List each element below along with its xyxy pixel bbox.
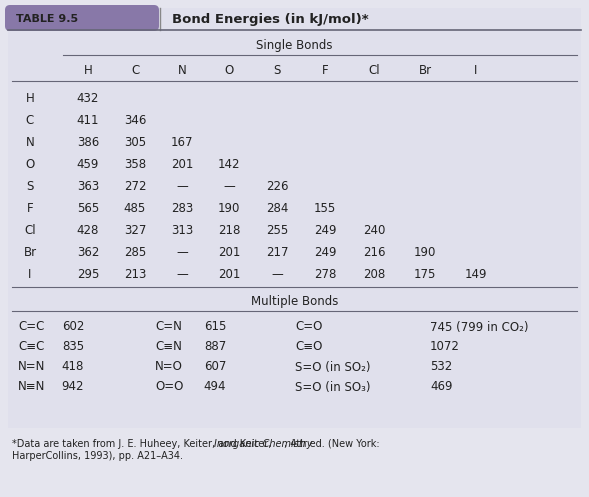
Text: 167: 167 (171, 137, 193, 150)
Text: 255: 255 (266, 225, 288, 238)
Text: S: S (273, 65, 281, 78)
Text: 216: 216 (363, 247, 385, 259)
Text: 149: 149 (465, 268, 487, 281)
Text: —: — (176, 247, 188, 259)
Text: 283: 283 (171, 202, 193, 216)
FancyBboxPatch shape (8, 22, 156, 28)
Text: C≡C: C≡C (18, 340, 44, 353)
Text: C: C (26, 114, 34, 128)
Text: 313: 313 (171, 225, 193, 238)
Text: 240: 240 (363, 225, 385, 238)
Text: Cl: Cl (24, 225, 36, 238)
Text: Bond Energies (in kJ/mol)*: Bond Energies (in kJ/mol)* (172, 12, 369, 25)
Text: N=N: N=N (18, 360, 45, 374)
Text: 190: 190 (218, 202, 240, 216)
Text: 327: 327 (124, 225, 146, 238)
Text: 226: 226 (266, 180, 288, 193)
Text: 249: 249 (314, 247, 336, 259)
Text: 386: 386 (77, 137, 99, 150)
Text: 602: 602 (62, 321, 84, 333)
Text: 305: 305 (124, 137, 146, 150)
Text: N: N (26, 137, 34, 150)
Text: 201: 201 (218, 247, 240, 259)
Text: Multiple Bonds: Multiple Bonds (251, 295, 338, 308)
Text: Br: Br (418, 65, 432, 78)
Text: S: S (27, 180, 34, 193)
Text: C=O: C=O (295, 321, 322, 333)
Text: 284: 284 (266, 202, 288, 216)
Text: 459: 459 (77, 159, 99, 171)
Text: S=O (in SO₃): S=O (in SO₃) (295, 381, 370, 394)
FancyBboxPatch shape (8, 8, 581, 30)
Text: C=C: C=C (18, 321, 44, 333)
Text: C≡O: C≡O (295, 340, 322, 353)
Text: H: H (26, 92, 34, 105)
Text: N≡N: N≡N (18, 381, 45, 394)
Text: TABLE 9.5: TABLE 9.5 (16, 14, 78, 24)
Text: I: I (474, 65, 478, 78)
Text: H: H (84, 65, 92, 78)
Text: —: — (176, 180, 188, 193)
Text: 835: 835 (62, 340, 84, 353)
Text: 346: 346 (124, 114, 146, 128)
Text: Br: Br (24, 247, 37, 259)
Text: 285: 285 (124, 247, 146, 259)
Text: 155: 155 (314, 202, 336, 216)
Text: 272: 272 (124, 180, 146, 193)
Text: 942: 942 (62, 381, 84, 394)
Text: 201: 201 (171, 159, 193, 171)
Text: 887: 887 (204, 340, 226, 353)
Text: C≡N: C≡N (155, 340, 182, 353)
Text: 532: 532 (430, 360, 452, 374)
Text: 494: 494 (204, 381, 226, 394)
Text: Single Bonds: Single Bonds (256, 39, 333, 53)
Text: 428: 428 (77, 225, 99, 238)
Text: C=N: C=N (155, 321, 182, 333)
Text: —: — (223, 180, 235, 193)
Text: , 4th ed. (New York:: , 4th ed. (New York: (284, 439, 379, 449)
Text: 432: 432 (77, 92, 99, 105)
Text: 208: 208 (363, 268, 385, 281)
Text: 218: 218 (218, 225, 240, 238)
Text: 217: 217 (266, 247, 288, 259)
Text: 745 (799 in CO₂): 745 (799 in CO₂) (430, 321, 528, 333)
Text: O=O: O=O (155, 381, 183, 394)
Text: 418: 418 (62, 360, 84, 374)
Text: O: O (25, 159, 35, 171)
Text: N: N (178, 65, 186, 78)
Text: *Data are taken from J. E. Huheey, Keiter, and Keiter,: *Data are taken from J. E. Huheey, Keite… (12, 439, 274, 449)
Text: 607: 607 (204, 360, 226, 374)
Text: 615: 615 (204, 321, 226, 333)
Text: 362: 362 (77, 247, 99, 259)
Text: 485: 485 (124, 202, 146, 216)
Text: N=O: N=O (155, 360, 183, 374)
Text: 363: 363 (77, 180, 99, 193)
Text: I: I (28, 268, 32, 281)
Text: 1072: 1072 (430, 340, 460, 353)
Text: 278: 278 (314, 268, 336, 281)
Text: 295: 295 (77, 268, 99, 281)
Text: F: F (27, 202, 34, 216)
Text: 358: 358 (124, 159, 146, 171)
Text: 249: 249 (314, 225, 336, 238)
Text: —: — (176, 268, 188, 281)
Text: Cl: Cl (368, 65, 380, 78)
Text: 142: 142 (218, 159, 240, 171)
Text: 201: 201 (218, 268, 240, 281)
Text: HarperCollins, 1993), pp. A21–A34.: HarperCollins, 1993), pp. A21–A34. (12, 451, 183, 461)
Text: Inorganic Chemistry: Inorganic Chemistry (214, 439, 313, 449)
FancyBboxPatch shape (8, 8, 581, 428)
Text: —: — (271, 268, 283, 281)
Text: S=O (in SO₂): S=O (in SO₂) (295, 360, 370, 374)
Text: 411: 411 (77, 114, 100, 128)
FancyBboxPatch shape (5, 5, 159, 31)
Text: 565: 565 (77, 202, 99, 216)
Text: O: O (224, 65, 234, 78)
Text: 175: 175 (414, 268, 436, 281)
Text: C: C (131, 65, 139, 78)
Text: 190: 190 (414, 247, 436, 259)
Text: F: F (322, 65, 328, 78)
Text: 469: 469 (430, 381, 452, 394)
Text: 213: 213 (124, 268, 146, 281)
